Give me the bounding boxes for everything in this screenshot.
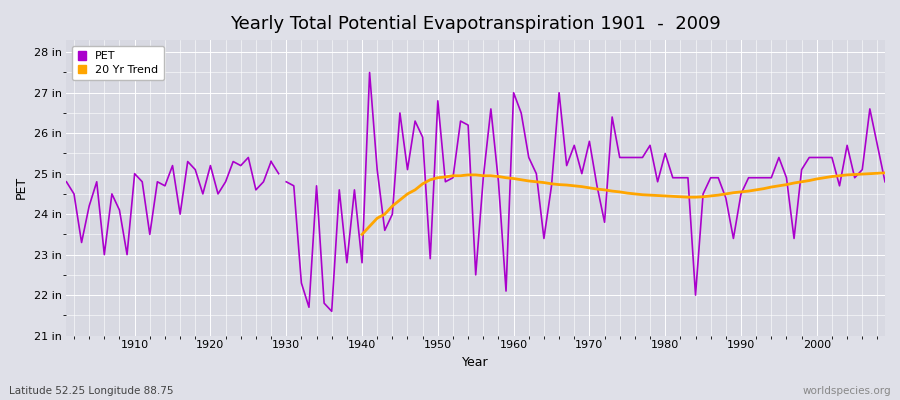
Legend: PET, 20 Yr Trend: PET, 20 Yr Trend [72, 46, 164, 80]
Text: Latitude 52.25 Longitude 88.75: Latitude 52.25 Longitude 88.75 [9, 386, 174, 396]
Text: worldspecies.org: worldspecies.org [803, 386, 891, 396]
X-axis label: Year: Year [463, 356, 489, 369]
Title: Yearly Total Potential Evapotranspiration 1901  -  2009: Yearly Total Potential Evapotranspiratio… [230, 15, 721, 33]
Y-axis label: PET: PET [15, 176, 28, 200]
